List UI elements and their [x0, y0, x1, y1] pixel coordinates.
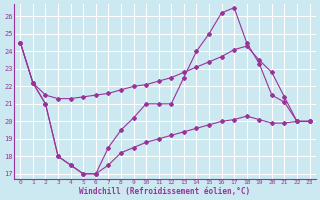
X-axis label: Windchill (Refroidissement éolien,°C): Windchill (Refroidissement éolien,°C) [79, 187, 251, 196]
